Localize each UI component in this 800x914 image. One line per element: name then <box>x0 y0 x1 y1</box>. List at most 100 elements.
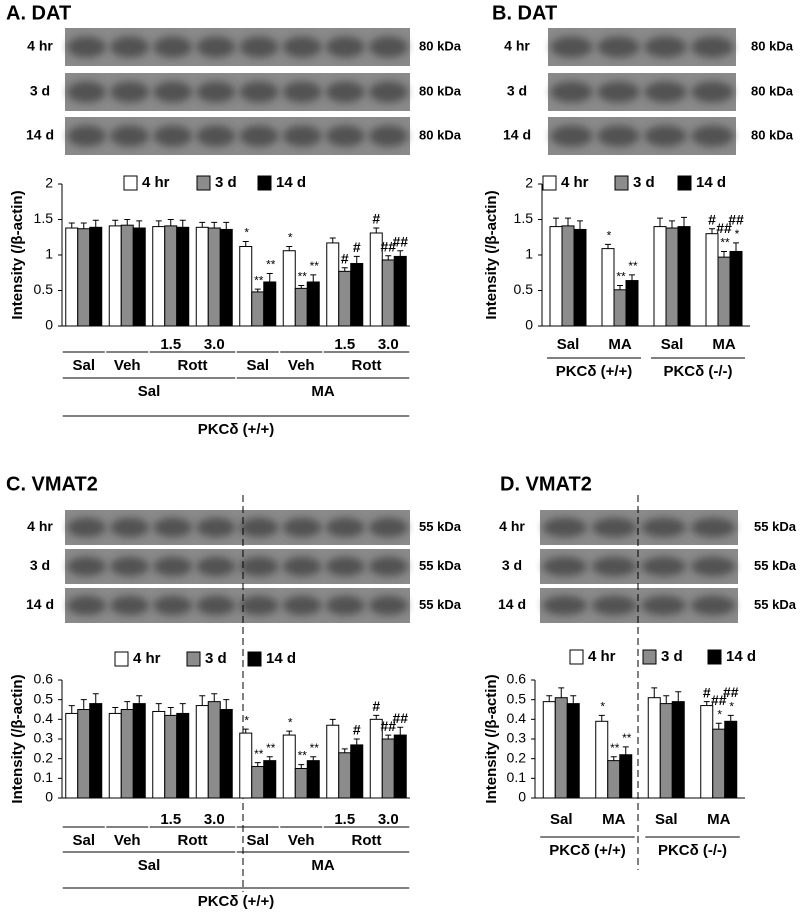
blot-band <box>239 81 279 103</box>
y-axis-title: Intensity (/β-actin) <box>9 190 26 319</box>
error-bar <box>546 695 553 702</box>
error-bar <box>136 695 143 704</box>
error-bar <box>715 722 722 730</box>
blot-band <box>239 36 279 58</box>
error-bar <box>124 701 131 710</box>
blot-row-label: 4 hr <box>27 518 53 534</box>
x-tick-label: Veh <box>114 357 141 374</box>
error-bar <box>211 221 218 229</box>
blot-row-label: 14 d <box>498 596 526 612</box>
blot-row-label: 4 hr <box>499 518 525 534</box>
blot-row-label: 14 d <box>26 596 54 612</box>
blot-row-label: 3 d <box>30 83 50 99</box>
error-bar <box>124 219 131 226</box>
blot-band <box>282 595 322 616</box>
bar <box>195 226 209 327</box>
blot-row-label: 3 d <box>502 557 522 573</box>
bar <box>393 255 407 327</box>
legend-label: 4 hr <box>142 174 170 191</box>
bar <box>219 709 233 799</box>
y-tick-label: 2 <box>525 175 533 191</box>
x-tick-label: Sal <box>661 336 684 353</box>
group-label: PKCδ (+/+) <box>549 842 626 859</box>
group-label: Rott <box>352 832 382 849</box>
bar <box>350 263 364 327</box>
bar <box>549 226 563 327</box>
blot-band <box>690 517 736 538</box>
error-bar <box>663 695 670 704</box>
error-bar <box>80 699 87 710</box>
group-label: PKCδ (+/+) <box>198 421 275 438</box>
error-bar <box>112 707 119 714</box>
legend-swatch <box>677 175 692 191</box>
significance-marker: ## <box>711 692 727 708</box>
y-axis-title: Intensity (/β-actin) <box>483 190 500 319</box>
blot-row-label: 3 d <box>507 83 527 99</box>
significance-marker: # <box>708 211 716 227</box>
bar <box>712 728 726 799</box>
bar <box>613 289 627 327</box>
significance-marker: # <box>372 211 380 227</box>
blot-band <box>67 595 106 616</box>
error-bar <box>373 227 380 233</box>
error-bar <box>199 221 206 228</box>
significance-marker: ## <box>392 233 408 249</box>
y-tick-label: 0.5 <box>507 690 527 706</box>
bar <box>653 226 667 327</box>
bar <box>89 226 103 327</box>
error-bar <box>675 691 682 702</box>
bar <box>132 703 146 799</box>
significance-marker: # <box>353 239 361 255</box>
blot-band <box>542 556 588 577</box>
significance-marker: ** <box>616 270 626 284</box>
x-tick-label: MA <box>608 336 631 353</box>
legend-label: 14 d <box>696 174 726 191</box>
group-label: Sal <box>138 857 161 874</box>
group-label: Rott <box>178 357 208 374</box>
y-tick-label: 0 <box>45 789 53 805</box>
blot-band <box>691 81 734 103</box>
significance-marker: ** <box>310 741 320 755</box>
significance-marker: * <box>735 227 740 241</box>
bar <box>659 703 673 799</box>
bar <box>176 712 190 799</box>
error-bar <box>570 695 577 704</box>
error-bar <box>223 699 230 710</box>
error-bar <box>155 220 162 227</box>
blot-band <box>641 595 687 616</box>
blot-row-label: 4 hr <box>504 38 530 54</box>
blot-band <box>597 36 640 58</box>
x-tick-label: MA <box>712 336 735 353</box>
bar <box>132 227 146 327</box>
y-tick-label: 0.5 <box>34 690 54 706</box>
blot-size-label: 80 kDa <box>751 127 794 142</box>
blot-row-label: 4 hr <box>27 38 53 54</box>
x-tick-label: Sal <box>655 811 678 828</box>
group-label: MA <box>311 857 334 874</box>
x-tick-label: 3.0 <box>204 336 225 353</box>
bar <box>625 280 639 327</box>
y-tick-label: 0.5 <box>34 281 54 297</box>
blot-band <box>239 517 279 538</box>
y-tick-label: 0.6 <box>507 671 527 687</box>
error-bar <box>657 217 663 227</box>
significance-marker: ** <box>266 258 276 272</box>
error-bar <box>136 220 143 229</box>
bar <box>677 226 691 327</box>
x-tick-label: Sal <box>246 832 269 849</box>
error-bar <box>397 726 404 736</box>
group-label: PKCδ (-/-) <box>658 842 727 859</box>
legend-label: 3 d <box>661 648 683 665</box>
error-bar <box>605 243 611 249</box>
significance-marker: * <box>729 700 734 714</box>
y-tick-label: 1.5 <box>34 210 54 226</box>
error-bar <box>155 703 162 712</box>
error-bar <box>80 222 87 229</box>
significance-marker: ** <box>310 259 320 273</box>
blot-row-label: 14 d <box>26 127 54 143</box>
group-label: PKCδ (-/-) <box>663 363 732 380</box>
y-tick-label: 1 <box>45 246 53 262</box>
bar <box>239 245 253 327</box>
blot-band <box>282 36 322 58</box>
error-bar <box>341 748 348 753</box>
